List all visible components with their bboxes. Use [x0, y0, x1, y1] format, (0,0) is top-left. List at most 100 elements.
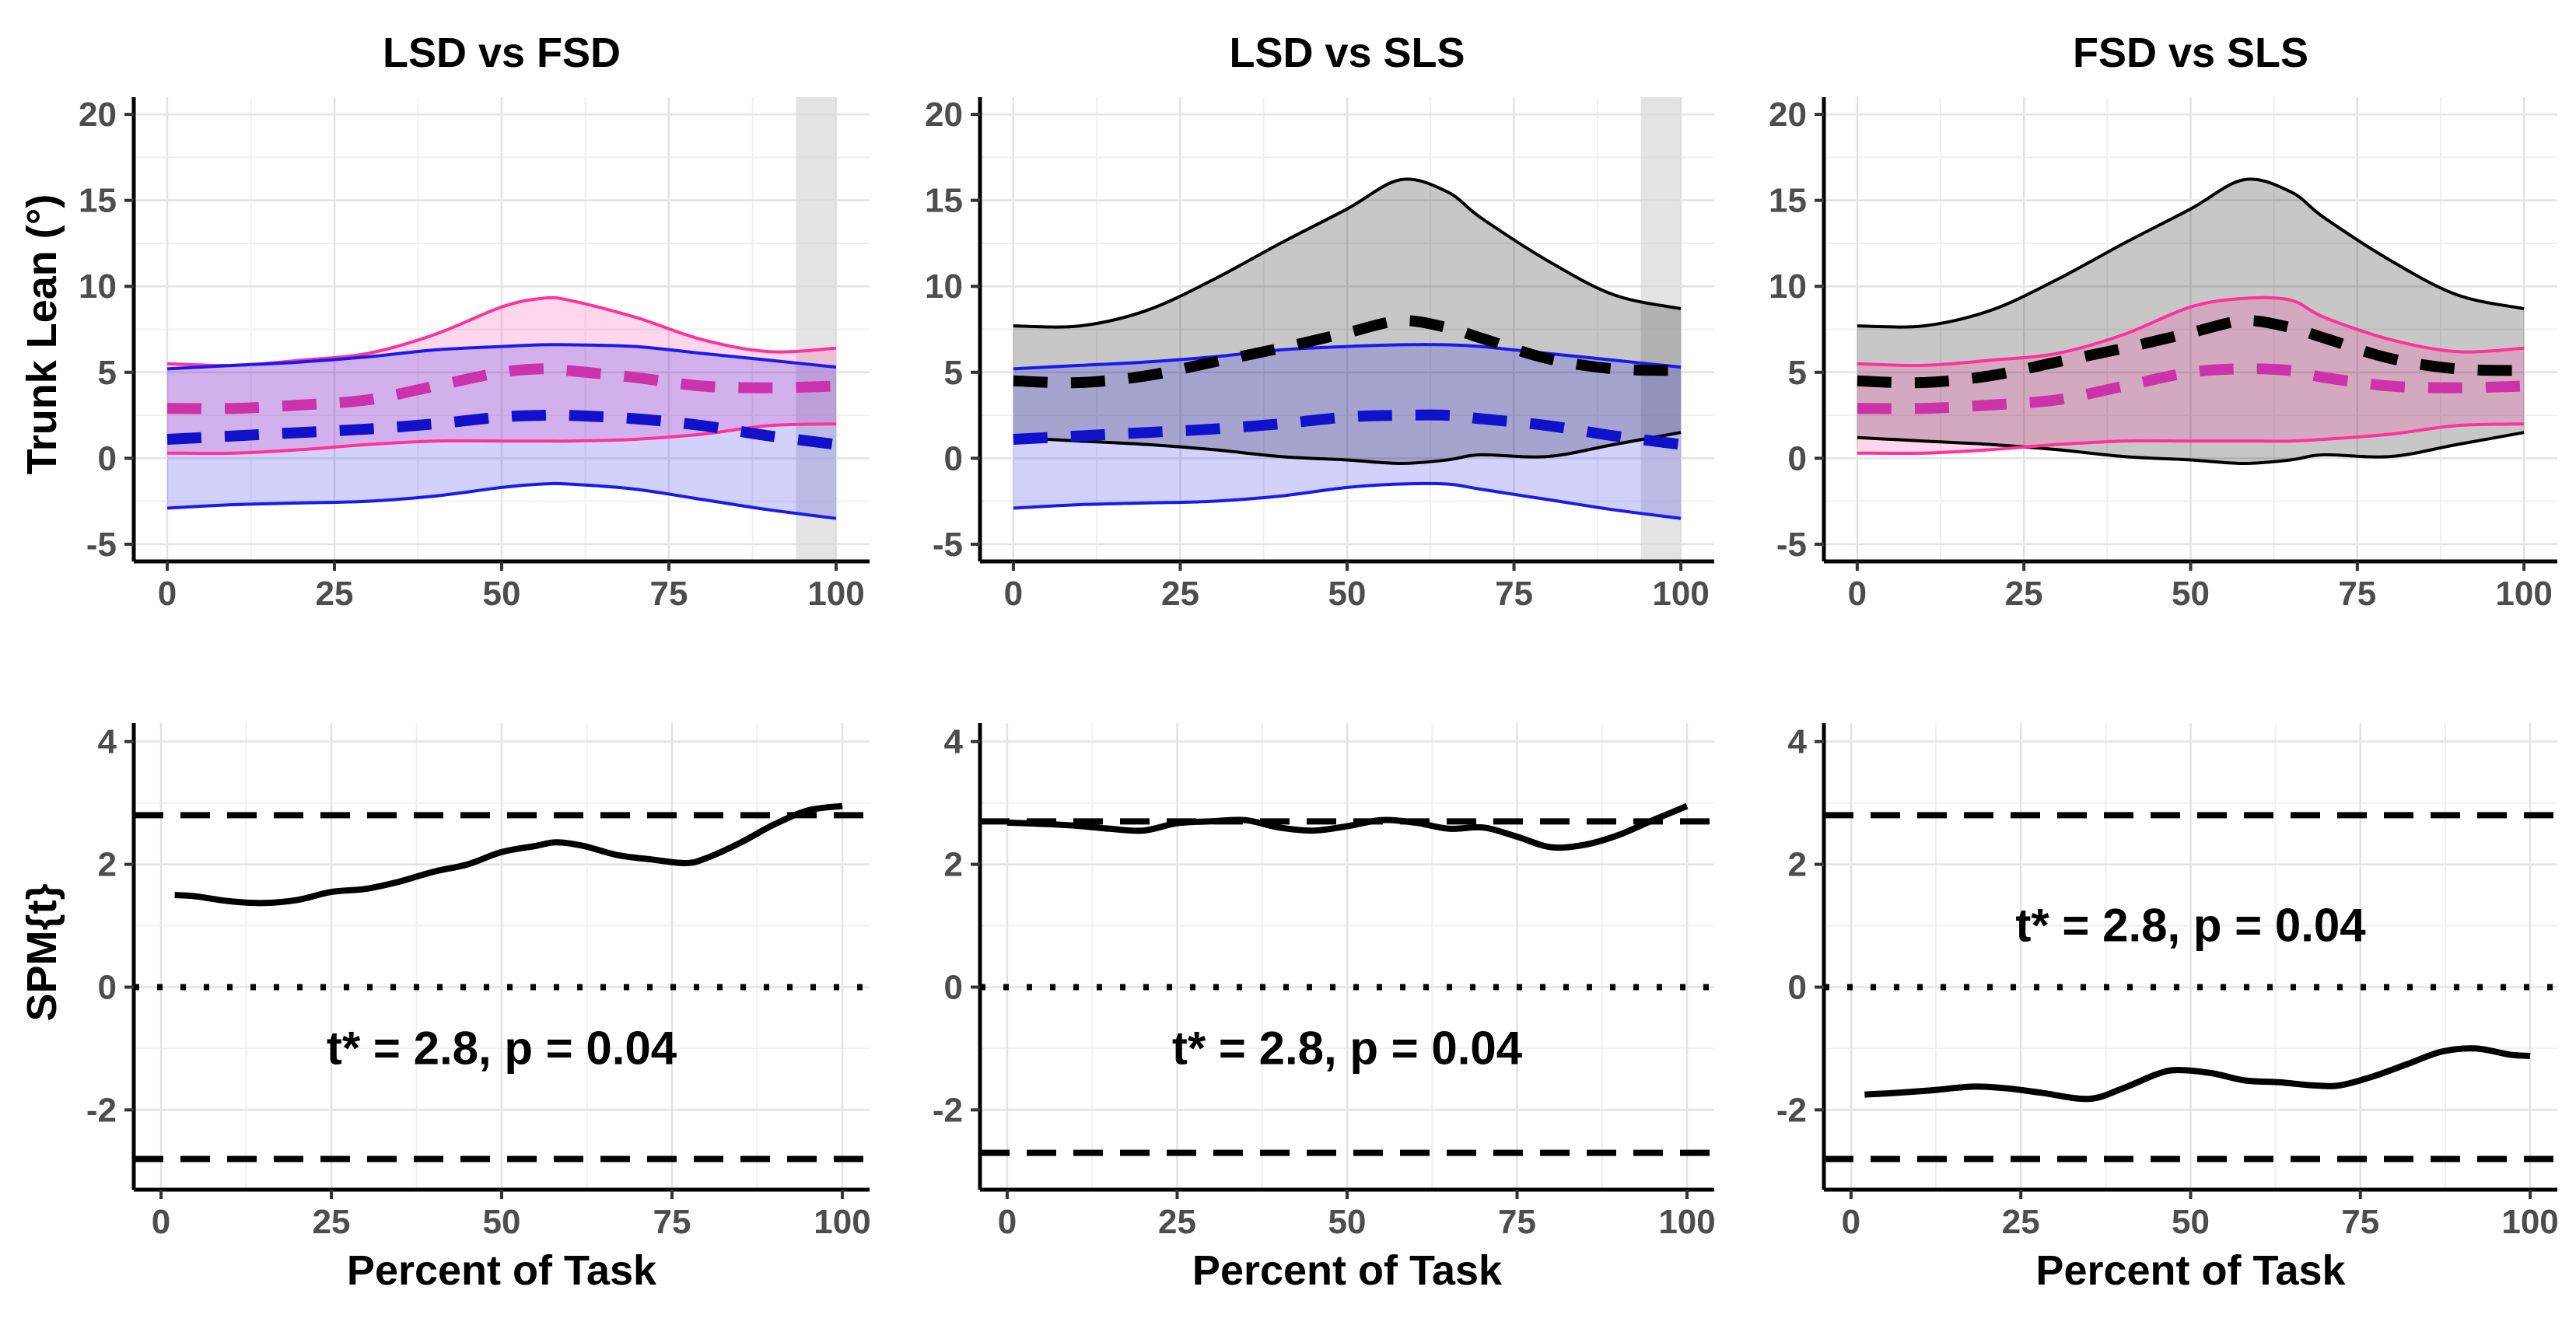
y-tick-label: 0 [944, 439, 963, 477]
band-fsd [167, 344, 836, 519]
x-tick-label: 75 [2338, 575, 2376, 613]
lower-bound-sls [1013, 431, 1682, 466]
x-tick-label: 75 [1495, 575, 1533, 613]
x-tick-label: 75 [1498, 1203, 1536, 1241]
x-tick-label: 50 [483, 1203, 521, 1241]
x-axis-label: Percent of Task [347, 1247, 657, 1294]
y-tick-label: 4 [944, 723, 964, 761]
y-tick-label: 2 [98, 846, 117, 884]
y-tick-label: 2 [1788, 846, 1807, 884]
panel-lsd-vs-sls: -5 0 5 10 15 20 0 25 50 75 100 LSD vs SLS [925, 30, 1714, 613]
x-tick-label: 25 [2002, 1203, 2040, 1241]
x-tick-label: 50 [2172, 575, 2210, 613]
y-tick-label: 10 [1769, 267, 1807, 306]
panel-lsd-vs-fsd: -5 0 5 10 15 20 0 25 50 75 100 LSD vs FSD [79, 30, 870, 613]
band-sls [1013, 179, 1682, 463]
x-tick-label: 0 [152, 1203, 170, 1241]
x-tick-label: 75 [653, 1203, 691, 1241]
y-tick-label: 4 [98, 723, 117, 761]
mean-line-fsd [166, 409, 837, 450]
lower-bound-fsd [166, 481, 837, 520]
significance-region [1640, 97, 1682, 561]
y-tick-label: 4 [1788, 723, 1808, 761]
y-tick-label: 0 [944, 968, 963, 1006]
y-tick-label: 0 [98, 439, 117, 477]
y-tick-label: 10 [79, 267, 117, 306]
upper-bound-sls [1013, 177, 1682, 329]
panel-fsd-vs-sls: -5 0 5 10 15 20 0 25 50 75 100 FSD vs SLS [1769, 30, 2557, 613]
y-tick-label: -2 [86, 1091, 117, 1129]
x-tick-label: 50 [1328, 575, 1367, 613]
y-tick-label: 5 [98, 354, 117, 392]
x-tick-label: 25 [313, 1203, 351, 1241]
spm-t-curve [174, 802, 843, 907]
x-tick-label: 50 [483, 575, 521, 613]
annotation-text: t* = 2.8, p = 0.04 [1172, 1022, 1523, 1074]
x-tick-label: 0 [1004, 575, 1023, 613]
panel-title: FSD vs SLS [2073, 30, 2308, 76]
y-tick-label: -5 [933, 526, 963, 564]
y-tick-label: 15 [1769, 182, 1807, 220]
y-tick-label: 5 [944, 354, 963, 392]
y-tick-label: 5 [1788, 354, 1807, 392]
x-tick-label: 50 [2172, 1203, 2210, 1241]
y-tick-label: 10 [925, 267, 963, 306]
annotation-text: t* = 2.8, p = 0.04 [327, 1022, 677, 1074]
mean-line-lsd [1857, 363, 2525, 414]
mean-line-sls [1857, 315, 2525, 389]
panel-spm-fsd-vs-sls: t* = 2.8, p = 0.04 -2 0 2 4 0 25 50 75 100 Percent… [1776, 723, 2559, 1294]
panel-title: LSD vs FSD [383, 30, 621, 76]
y-tick-label: 15 [925, 182, 963, 220]
band-sls [1857, 179, 2525, 463]
y-tick-label: 20 [79, 96, 117, 134]
panel-title: LSD vs SLS [1229, 30, 1465, 76]
upper-bound-fsd [166, 343, 837, 371]
y-tick-label: 20 [925, 96, 963, 134]
y-tick-label: 0 [1788, 968, 1807, 1006]
x-axis-label: Percent of Task [1192, 1247, 1503, 1294]
y-tick-label: -2 [1776, 1091, 1807, 1129]
band-lsd [167, 297, 836, 454]
x-tick-label: 100 [1652, 575, 1709, 613]
x-tick-label: 25 [2005, 575, 2043, 613]
mean-line-lsd [166, 363, 837, 414]
lower-bound-fsd [1013, 481, 1682, 520]
annotation-text: t* = 2.8, p = 0.04 [2015, 900, 2366, 952]
y-tick-label: 0 [98, 968, 117, 1006]
x-tick-label: 100 [807, 575, 864, 613]
panel-spm-lsd-vs-sls: t* = 2.8, p = 0.04 -2 0 2 4 0 25 50 75 100 Percent… [933, 723, 1716, 1294]
upper-bound-sls [1857, 177, 2525, 329]
mean-line-fsd [1013, 409, 1682, 450]
mean-line-sls [1013, 315, 1682, 389]
x-tick-label: 100 [814, 1203, 870, 1241]
x-tick-label: 0 [1842, 1203, 1860, 1241]
lower-bound-sls [1857, 431, 2525, 466]
x-tick-label: 25 [316, 575, 354, 613]
x-tick-label: 25 [1161, 575, 1199, 613]
x-tick-label: 0 [158, 575, 177, 613]
y-tick-label: 20 [1769, 96, 1807, 134]
significance-region [796, 97, 836, 561]
x-tick-label: 75 [2341, 1203, 2379, 1241]
y-tick-label: 2 [944, 846, 963, 884]
x-tick-label: 100 [1658, 1203, 1715, 1241]
x-tick-label: 100 [2501, 1203, 2558, 1241]
ylabel-trunk-lean: Trunk Lean (°) [19, 194, 65, 475]
x-tick-label: 0 [998, 1203, 1017, 1241]
band-fsd [1013, 344, 1682, 519]
y-tick-label: -5 [1776, 526, 1807, 564]
x-tick-label: 0 [1848, 575, 1867, 613]
lower-bound-lsd [166, 422, 837, 456]
lower-bound-lsd [1857, 422, 2525, 456]
x-tick-label: 100 [2495, 575, 2552, 613]
y-tick-label: 15 [79, 182, 117, 220]
panel-spm-lsd-vs-fsd: t* = 2.8, p = 0.04 -2 0 2 4 0 25 50 75 100 Percent… [86, 723, 871, 1294]
y-tick-label: -2 [933, 1091, 963, 1129]
band-lsd [1857, 297, 2525, 454]
x-tick-label: 75 [650, 575, 688, 613]
upper-bound-lsd [1857, 295, 2525, 368]
spm-t-curve [1006, 802, 1689, 851]
x-tick-label: 50 [1328, 1203, 1367, 1241]
ylabel-spm: SPM{t} [19, 883, 65, 1021]
x-axis-label: Percent of Task [2035, 1247, 2346, 1294]
